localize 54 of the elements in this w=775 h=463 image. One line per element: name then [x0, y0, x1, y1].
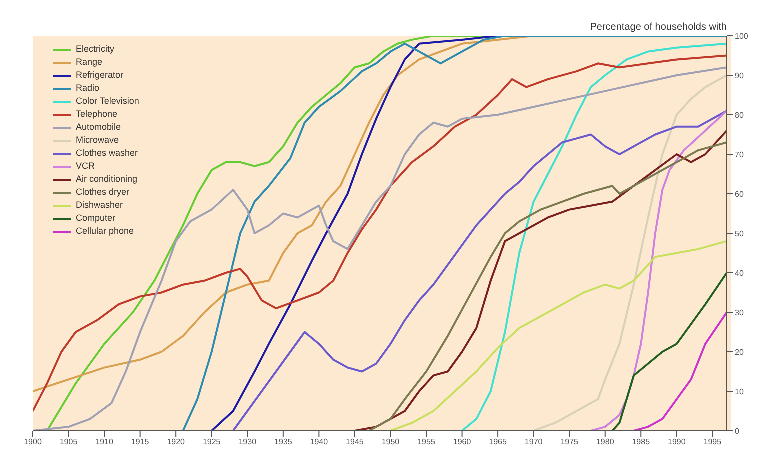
y-tick-label: 90 [735, 71, 744, 80]
line-series [632, 312, 727, 431]
x-tick-label: 1930 [238, 438, 258, 447]
x-tick-label: 1955 [418, 438, 436, 447]
x-tick-label: 1990 [668, 438, 686, 447]
x-tick-label: 1935 [274, 438, 293, 447]
y-tick-label: 10 [735, 387, 744, 396]
line-series [461, 42, 727, 431]
line-series [590, 272, 727, 431]
y-tick-label: 80 [735, 110, 744, 120]
x-tick-label: 1945 [346, 438, 364, 447]
y-tick-label: 40 [735, 268, 744, 278]
y-tick-label: 20 [735, 348, 744, 357]
x-tick-label: 1950 [382, 438, 400, 447]
x-tick-label: 1980 [596, 438, 615, 447]
legend-label: Automobile [76, 121, 122, 134]
x-tick-label: 1920 [167, 438, 186, 447]
legend-label: Range [76, 56, 103, 69]
legend-label: Color Television [76, 95, 140, 108]
x-tick-label: 1915 [131, 438, 150, 447]
x-tick-label: 1965 [489, 438, 508, 447]
legend-label: Computer [76, 212, 116, 225]
chart-title: Percentage of households with [590, 22, 727, 33]
y-tick-label: 70 [735, 150, 744, 160]
y-tick-label: 50 [735, 229, 744, 238]
y-tick-label: 0 [735, 426, 740, 436]
legend-label: Cellular phone [76, 225, 134, 238]
legend-label: Microwave [76, 134, 120, 147]
x-tick-label: 1900 [24, 438, 42, 447]
legend-label: Clothes washer [76, 147, 138, 160]
legend-label: Electricity [76, 43, 115, 56]
line-series [390, 240, 727, 431]
legend-label: Telephone [76, 108, 118, 121]
x-tick-label: 1940 [310, 438, 329, 447]
x-tick-label: 1970 [524, 438, 544, 447]
y-tick-label: 100 [735, 32, 749, 41]
x-tick-label: 1905 [60, 438, 78, 447]
x-tick-label: 1925 [202, 438, 222, 447]
x-tick-label: 1910 [96, 438, 114, 447]
x-tick-label: 1960 [453, 438, 472, 447]
x-tick-label: 1985 [632, 438, 651, 447]
y-tick-label: 60 [735, 190, 744, 199]
legend-label: Air conditioning [76, 173, 138, 186]
legend-label: Radio [76, 82, 100, 95]
line-series [590, 110, 727, 431]
y-tick-label: 30 [735, 308, 744, 318]
legend-label: Dishwasher [76, 199, 124, 212]
x-tick-label: 1975 [560, 438, 580, 447]
line-series [232, 110, 727, 431]
x-tick-label: 1995 [704, 438, 722, 447]
legend-label: Clothes dryer [76, 186, 130, 199]
legend-label: Refrigerator [76, 69, 124, 82]
legend-label: VCR [76, 160, 96, 173]
line-series [532, 74, 727, 431]
